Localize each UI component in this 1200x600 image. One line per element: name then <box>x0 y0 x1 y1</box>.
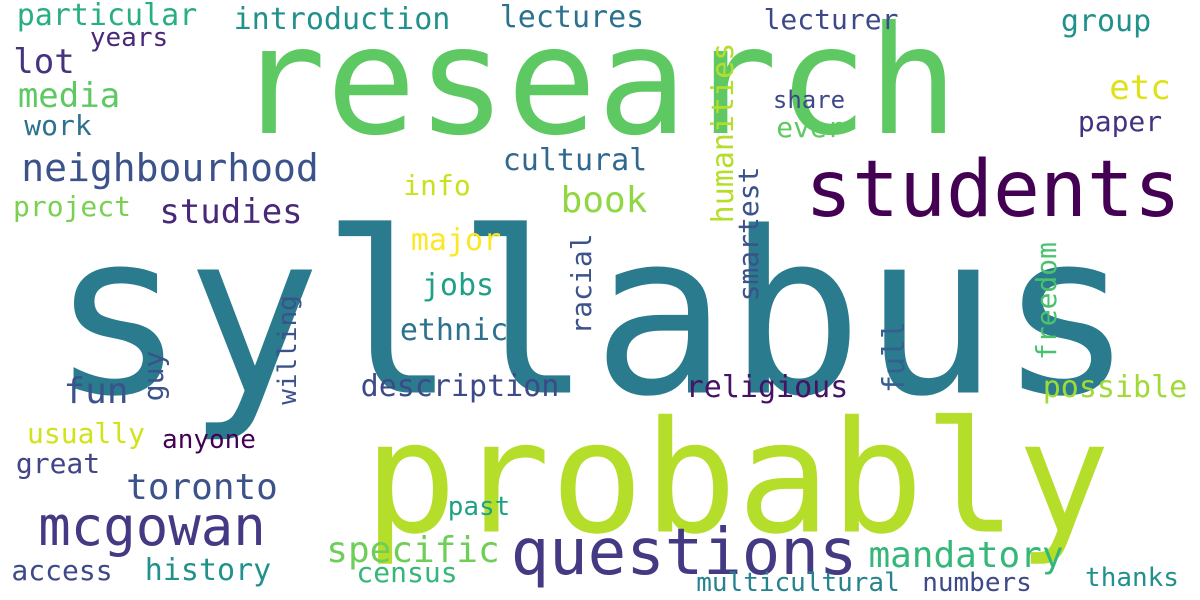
word-group: group <box>1060 4 1152 39</box>
word-full: full <box>877 320 912 394</box>
word-toronto: toronto <box>126 467 278 508</box>
word-students: students <box>805 145 1181 235</box>
word-freedom: freedom <box>1030 241 1063 361</box>
word-book: book <box>560 180 648 221</box>
word-possible: possible <box>1042 370 1188 405</box>
word-willing: willing <box>273 295 303 405</box>
word-religious: religious <box>685 370 849 405</box>
word-years: years <box>89 23 169 53</box>
word-past: past <box>447 492 511 522</box>
word-project: project <box>12 190 132 223</box>
word-usually: usually <box>26 417 146 450</box>
word-access: access <box>11 554 113 587</box>
word-info: info <box>403 169 471 202</box>
word-lot: lot <box>13 42 75 82</box>
word-syllabus: syllabus <box>50 184 1134 447</box>
word-multicultural: multicultural <box>696 568 900 598</box>
word-studies: studies <box>159 192 303 232</box>
word-history: history <box>144 553 272 588</box>
word-ever: ever <box>776 111 844 144</box>
word-share: share <box>772 86 846 114</box>
word-anyone: anyone <box>162 425 256 455</box>
word-research: research <box>235 0 959 169</box>
word-racial: racial <box>565 233 598 335</box>
word-introduction: introduction <box>233 2 451 37</box>
word-lectures: lectures <box>499 0 645 35</box>
word-thanks: thanks <box>1085 563 1179 593</box>
word-specific: specific <box>326 530 500 571</box>
word-census: census <box>356 556 458 589</box>
word-paper: paper <box>1077 105 1163 138</box>
word-neighbourhood: neighbourhood <box>21 146 319 190</box>
word-numbers: numbers <box>922 568 1032 598</box>
word-jobs: jobs <box>421 268 495 303</box>
word-cultural: cultural <box>502 143 648 178</box>
word-description: description <box>360 369 560 404</box>
word-etc: etc <box>1109 68 1171 108</box>
word-guy: guy <box>137 350 170 402</box>
word-media: media <box>17 76 121 116</box>
word-lecturer: lecturer <box>763 3 899 36</box>
word-particular: particular <box>16 0 198 33</box>
word-great: great <box>15 447 101 480</box>
word-questions: questions <box>510 516 858 590</box>
word-fun: fun <box>63 371 129 412</box>
word-work: work <box>24 109 92 142</box>
word-mcgowan: mcgowan <box>38 495 266 558</box>
word-probably: probably <box>363 387 1111 569</box>
word-major: major <box>410 223 502 258</box>
word-smartest: smartest <box>732 166 765 302</box>
word-ethnic: ethnic <box>399 313 509 348</box>
word-mandatory: mandatory <box>868 535 1064 576</box>
